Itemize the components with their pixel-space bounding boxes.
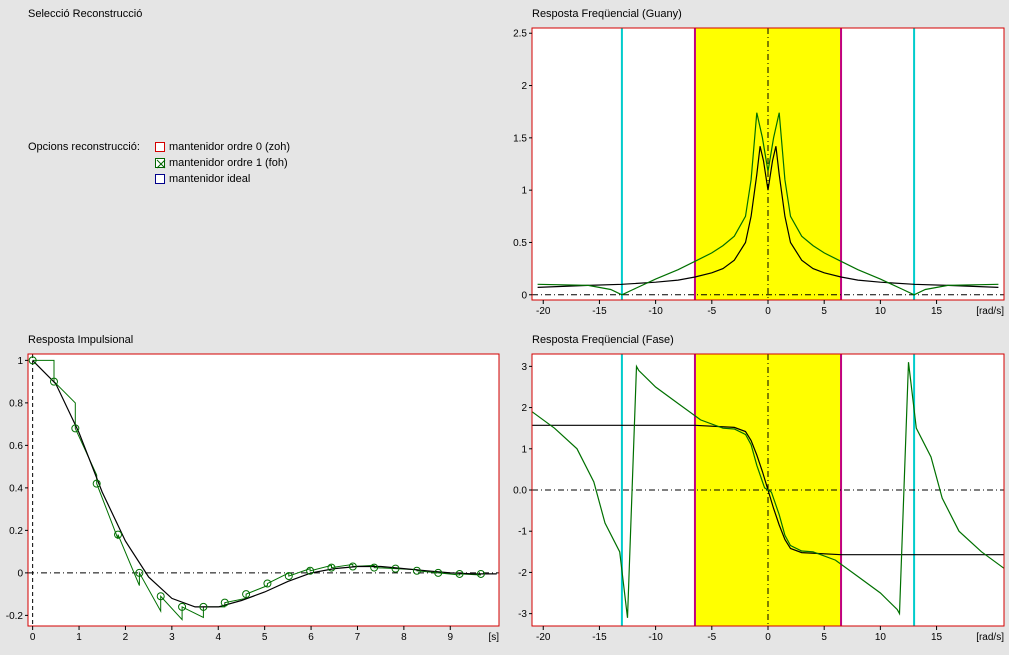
y-tick-label: 0.5 <box>513 238 527 249</box>
x-tick-label: -10 <box>648 306 663 317</box>
impulse-chart-title: Resposta Impulsional <box>28 334 134 346</box>
x-tick-label: 0 <box>30 632 36 643</box>
plot-area <box>28 354 499 626</box>
x-tick-label: -15 <box>592 306 607 317</box>
x-tick-label: 10 <box>875 306 887 317</box>
sample-marker <box>370 563 379 572</box>
x-tick-label: -5 <box>707 306 716 317</box>
y-tick-label: 0.6 <box>9 441 23 452</box>
x-tick-label: -15 <box>592 632 607 643</box>
sample-marker <box>412 566 421 575</box>
x-tick-label: 10 <box>875 632 887 643</box>
checkbox-foh[interactable] <box>155 158 166 169</box>
sample-marker <box>455 569 464 578</box>
sample-marker <box>348 562 357 571</box>
y-tick-label: 1 <box>521 444 527 455</box>
sample-marker <box>71 424 80 433</box>
y-tick-label: 0.0 <box>513 486 527 497</box>
sample-marker <box>178 602 187 611</box>
x-tick-label: 7 <box>355 632 361 643</box>
sample-marker <box>92 479 101 488</box>
check-cross-icon <box>156 159 166 169</box>
sample-marker <box>28 356 37 365</box>
y-tick-label: 3 <box>521 362 527 373</box>
option-ideal[interactable]: mantenidor ideal <box>155 172 250 186</box>
x-tick-label: 3 <box>169 632 175 643</box>
x-tick-label: 15 <box>931 632 943 643</box>
y-tick-label: 0 <box>521 290 527 301</box>
series-line-0 <box>537 146 999 288</box>
sample-marker <box>199 602 208 611</box>
x-tick-label: 1 <box>76 632 82 643</box>
sample-marker <box>220 598 229 607</box>
x-tick-label: -20 <box>536 306 551 317</box>
x-tick-label: 6 <box>308 632 314 643</box>
checkbox-zoh[interactable] <box>155 142 165 152</box>
series-line-1 <box>537 112 999 296</box>
sample-marker <box>327 563 336 572</box>
x-tick-label: 4 <box>215 632 221 643</box>
y-tick-label: 2 <box>521 403 527 414</box>
y-tick-label: 0.8 <box>9 398 23 409</box>
x-unit-label: [rad/s] <box>976 632 1004 643</box>
option-ideal-label: mantenidor ideal <box>169 173 251 185</box>
option-foh[interactable]: mantenidor ordre 1 (foh) <box>155 156 288 170</box>
x-tick-label: 9 <box>447 632 453 643</box>
x-tick-label: 5 <box>262 632 268 643</box>
y-tick-label: 1.5 <box>513 133 527 144</box>
sample-marker <box>242 590 251 599</box>
sample-marker <box>156 592 165 601</box>
options-label: Opcions reconstrucció: <box>28 141 140 153</box>
x-tick-label: 2 <box>123 632 129 643</box>
plot-frame <box>27 353 500 627</box>
x-tick-label: -10 <box>648 632 663 643</box>
checkbox-ideal[interactable] <box>155 174 165 184</box>
phase-chart-title: Resposta Freqüencial (Fase) <box>532 334 674 346</box>
x-unit-label: [rad/s] <box>976 306 1004 317</box>
x-tick-label: 5 <box>821 306 827 317</box>
y-tick-label: -3 <box>518 609 527 620</box>
sample-marker <box>49 377 58 386</box>
y-tick-label: -1 <box>518 527 527 538</box>
sample-marker <box>263 579 272 588</box>
x-tick-label: -20 <box>536 632 551 643</box>
y-tick-label: 2.5 <box>513 29 527 40</box>
option-zoh-label: mantenidor ordre 0 (zoh) <box>169 141 291 153</box>
y-tick-label: 2 <box>521 81 527 92</box>
x-tick-label: 15 <box>931 306 943 317</box>
x-tick-label: -5 <box>707 632 716 643</box>
option-zoh[interactable]: mantenidor ordre 0 (zoh) <box>155 140 290 154</box>
x-tick-label: 0 <box>765 632 771 643</box>
sample-marker <box>434 568 443 577</box>
x-tick-label: 8 <box>401 632 407 643</box>
y-tick-label: 1 <box>521 186 527 197</box>
y-tick-label: 1 <box>17 356 23 367</box>
x-tick-label: 0 <box>765 306 771 317</box>
sample-marker <box>284 572 293 581</box>
selection-title: Selecció Reconstrucció <box>28 8 143 20</box>
y-tick-label: -0.2 <box>6 611 24 622</box>
series-line-1 <box>531 362 1005 618</box>
sample-marker <box>476 569 485 578</box>
y-tick-label: 0.4 <box>9 483 23 494</box>
sample-marker <box>306 566 315 575</box>
sample-marker <box>114 530 123 539</box>
y-tick-label: 0 <box>17 568 23 579</box>
x-unit-label: [s] <box>488 632 499 643</box>
series-line-0 <box>32 359 497 608</box>
gain-chart-title: Resposta Freqüencial (Guany) <box>532 8 682 20</box>
x-tick-label: 5 <box>821 632 827 643</box>
option-foh-label: mantenidor ordre 1 (foh) <box>169 157 288 169</box>
sample-marker <box>391 564 400 573</box>
y-tick-label: 0.2 <box>9 526 23 537</box>
foh-reconstruction <box>32 359 481 621</box>
sample-marker <box>135 568 144 577</box>
y-tick-label: -2 <box>518 568 527 579</box>
